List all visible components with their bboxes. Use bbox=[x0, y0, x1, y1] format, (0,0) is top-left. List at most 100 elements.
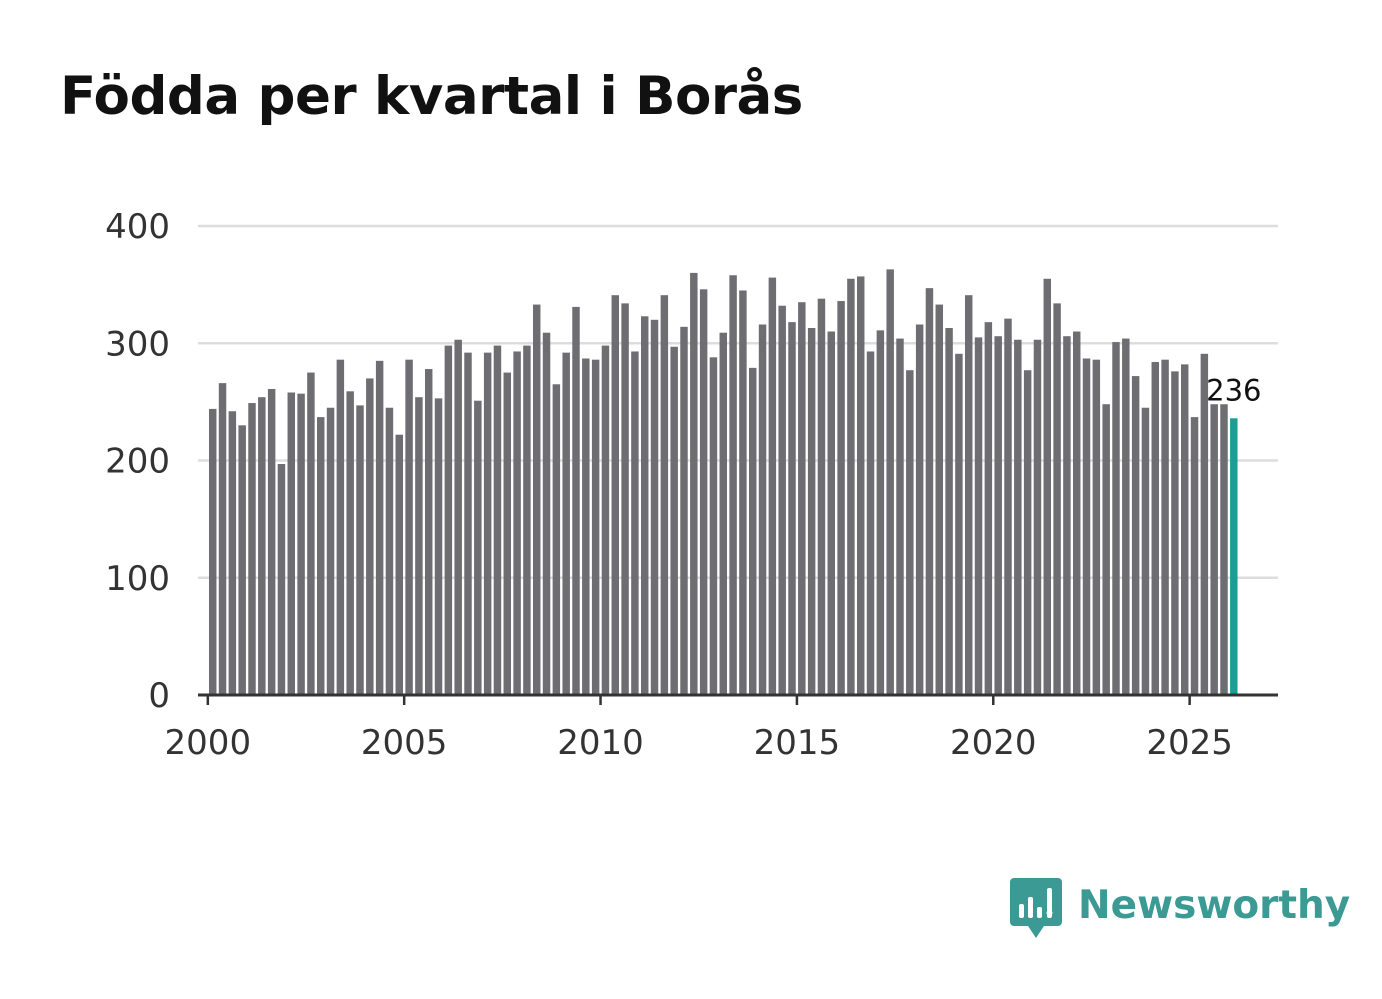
bar bbox=[690, 272, 698, 695]
bar bbox=[1112, 342, 1120, 695]
bar bbox=[385, 407, 394, 695]
bar bbox=[621, 303, 629, 695]
y-tick-label: 0 bbox=[148, 676, 170, 716]
bar bbox=[307, 372, 315, 695]
bar bbox=[258, 397, 266, 695]
bar bbox=[218, 383, 227, 695]
y-tick-label: 100 bbox=[105, 559, 170, 599]
bar bbox=[1073, 331, 1081, 695]
bar bbox=[405, 359, 413, 695]
bar bbox=[444, 345, 453, 695]
bar bbox=[493, 345, 502, 695]
bar bbox=[1033, 339, 1042, 695]
bar bbox=[356, 405, 364, 695]
bar bbox=[474, 400, 482, 695]
bar bbox=[1063, 336, 1071, 695]
bar bbox=[729, 275, 737, 695]
chart-title: Födda per kvartal i Borås bbox=[60, 66, 803, 127]
bar bbox=[650, 319, 659, 695]
bar bbox=[876, 330, 885, 695]
bar bbox=[631, 351, 639, 695]
bar bbox=[965, 295, 973, 695]
bar bbox=[955, 353, 963, 695]
bar bbox=[1210, 404, 1218, 695]
bar bbox=[523, 345, 531, 695]
bar bbox=[1161, 359, 1169, 695]
bar bbox=[1043, 278, 1051, 695]
bar bbox=[680, 326, 688, 695]
bar bbox=[1004, 318, 1012, 695]
newsworthy-logo: Newsworthy bbox=[1010, 878, 1350, 940]
bar bbox=[425, 369, 433, 695]
bar bbox=[925, 288, 934, 695]
bar bbox=[866, 351, 875, 695]
highlighted-bar bbox=[1230, 418, 1238, 695]
bar bbox=[758, 324, 767, 695]
bar bbox=[542, 332, 551, 695]
bar bbox=[611, 295, 619, 695]
bar bbox=[513, 351, 521, 695]
bar bbox=[994, 336, 1002, 695]
bar bbox=[1014, 339, 1022, 695]
bar bbox=[778, 305, 786, 695]
bars bbox=[209, 269, 1238, 695]
bar bbox=[847, 278, 855, 695]
bar bbox=[906, 370, 914, 695]
bar bbox=[719, 332, 727, 695]
y-axis-tick-labels: 0 100 200 300 400 bbox=[105, 207, 170, 716]
bar bbox=[1181, 364, 1189, 695]
bar bbox=[1092, 359, 1101, 695]
bar bbox=[1171, 371, 1179, 695]
bar bbox=[660, 295, 669, 695]
bar bbox=[935, 304, 943, 695]
bar bbox=[336, 359, 345, 695]
bar bbox=[1102, 404, 1110, 695]
bar bbox=[827, 331, 835, 695]
bar bbox=[670, 346, 678, 695]
bar bbox=[1151, 362, 1159, 695]
bar bbox=[1023, 370, 1032, 695]
data-labels: 236 bbox=[1206, 373, 1261, 407]
bar bbox=[807, 328, 816, 695]
bar bbox=[366, 378, 374, 695]
y-tick-label: 400 bbox=[105, 207, 170, 247]
bar bbox=[1053, 303, 1061, 695]
bar bbox=[346, 391, 354, 695]
data-label-latest: 236 bbox=[1206, 373, 1261, 407]
bar bbox=[317, 417, 325, 695]
newsworthy-logo-icon bbox=[1010, 878, 1062, 938]
bar bbox=[984, 322, 993, 695]
bar bbox=[857, 276, 865, 695]
x-tick-label: 2005 bbox=[361, 723, 448, 763]
bar bbox=[1131, 376, 1140, 695]
bar bbox=[591, 359, 600, 695]
bar bbox=[1190, 417, 1199, 695]
x-tick-label: 2000 bbox=[165, 723, 252, 763]
bar bbox=[297, 393, 305, 695]
bar bbox=[817, 298, 826, 695]
x-tick-label: 2025 bbox=[1146, 723, 1233, 763]
bar bbox=[739, 290, 747, 695]
bar bbox=[287, 392, 295, 695]
bar bbox=[915, 324, 924, 695]
bar bbox=[228, 411, 237, 695]
bar bbox=[788, 322, 796, 695]
brand-name: Newsworthy bbox=[1078, 882, 1351, 928]
x-tick-label: 2010 bbox=[557, 723, 644, 763]
bar bbox=[267, 388, 276, 695]
bar bbox=[1200, 353, 1209, 695]
bar bbox=[896, 338, 904, 695]
bar bbox=[209, 408, 217, 695]
bar bbox=[1220, 404, 1228, 695]
bar bbox=[375, 360, 384, 695]
bar bbox=[1141, 407, 1150, 695]
bar bbox=[562, 352, 570, 695]
bar bbox=[837, 301, 845, 695]
bar bbox=[768, 277, 777, 695]
bar bbox=[572, 306, 580, 695]
bar bbox=[454, 339, 462, 695]
bar bbox=[582, 358, 590, 695]
bar bbox=[749, 367, 757, 695]
bar bbox=[709, 357, 718, 695]
